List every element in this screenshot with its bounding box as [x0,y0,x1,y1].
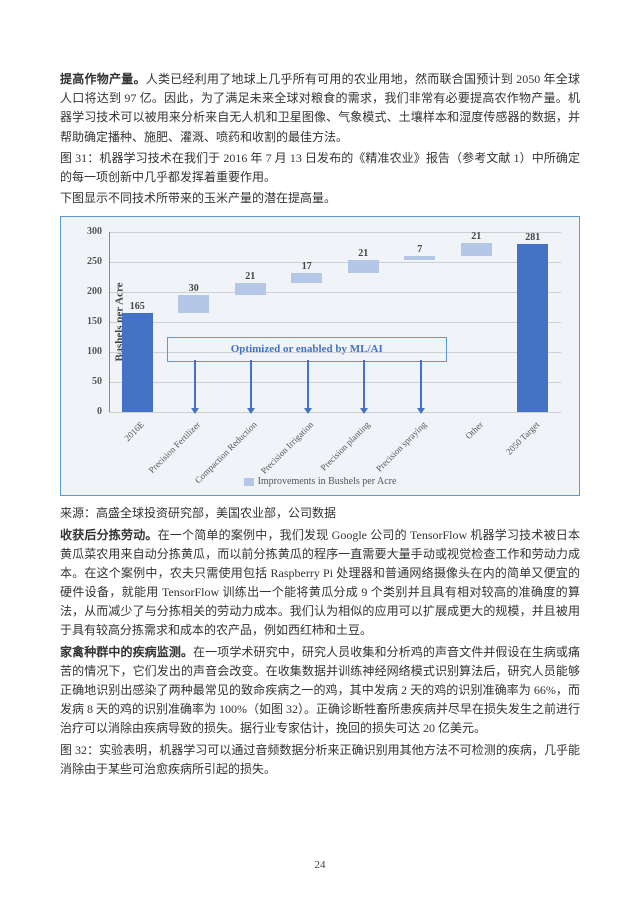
x-tick-label: Precision spraying [373,418,430,475]
y-tick: 300 [87,224,102,240]
bar-value-label: 21 [348,246,379,262]
bar-value-label: 21 [235,269,266,285]
body-2: 在一个简单的案例中，我们发现 Google 公司的 TensorFlow 机器学… [60,528,580,638]
gridline [109,382,561,383]
para-poultry: 家禽种群中的疾病监测。在一项学术研究中，研究人员收集和分析鸡的声音文件并假设在生… [60,643,580,739]
callout-arrow [250,360,252,409]
fig32-caption: 图 32：实验表明，机器学习可以通过音频数据分析来正确识别用其他方法不可检测的疾… [60,741,580,779]
y-tick: 200 [87,284,102,300]
bar: 30 [178,295,209,313]
x-tick-label: 2016E [121,418,148,445]
y-tick: 50 [92,374,102,390]
gridline [109,232,561,233]
callout-arrow [363,360,365,409]
gridline [109,292,561,293]
y-tick: 150 [87,314,102,330]
para-crop-yield: 提高作物产量。人类已经利用了地球上几乎所有可用的农业用地，然而联合国预计到 20… [60,70,580,147]
chart-corn-yield: Bushels per Acre 050100150200250300 1653… [60,216,580,496]
lead-1: 提高作物产量。 [60,72,146,86]
y-tick: 0 [97,404,102,420]
bar: 281 [517,244,548,413]
bar: 7 [404,256,435,260]
bar: 17 [291,273,322,283]
x-tick-label: Precision Fertilizer [145,418,204,477]
callout-arrow [420,360,422,409]
bar: 165 [122,313,153,412]
bar: 21 [348,260,379,273]
bar: 21 [461,243,492,256]
bar-value-label: 165 [122,299,153,315]
chart-plot: Bushels per Acre 050100150200250300 1653… [109,232,561,412]
x-tick-label: Precision Irrigation [257,418,316,477]
bar-value-label: 281 [517,230,548,246]
gridline [109,322,561,323]
chart-source: 来源：高盛全球投资研究部，美国农业部，公司数据 [60,504,580,523]
y-axis: 050100150200250300 [74,232,104,412]
bars-area: 165 30 21 17 21 7 21 281 [109,232,561,412]
bar-value-label: 7 [404,242,435,258]
legend-swatch [244,478,254,486]
fig31-sub: 下图显示不同技术所带来的玉米产量的潜在提高量。 [60,189,580,208]
chart-legend: Improvements in Bushels per Acre [69,474,571,490]
callout-arrow [194,360,196,409]
x-axis-labels: 2016EPrecision FertilizerCompaction Redu… [109,412,561,472]
callout-box: Optimized or enabled by ML/AI [167,337,447,363]
y-tick: 100 [87,344,102,360]
x-tick-label: Other [462,418,487,443]
x-tick-label: Precision planting [317,418,373,474]
lead-3: 家禽种群中的疾病监测。 [60,645,193,659]
bar-value-label: 30 [178,281,209,297]
x-tick-label: 2050 Target [502,418,542,458]
callout-arrow [307,360,309,409]
fig31-caption: 图 31：机器学习技术在我们于 2016 年 7 月 13 日发布的《精准农业》… [60,149,580,187]
bar-value-label: 21 [461,229,492,245]
bar: 21 [235,283,266,296]
bar-value-label: 17 [291,259,322,275]
page-number: 24 [0,857,640,875]
y-tick: 250 [87,254,102,270]
lead-2: 收获后分拣劳动。 [60,528,158,542]
legend-text: Improvements in Bushels per Acre [258,476,397,487]
para-sorting: 收获后分拣劳动。在一个简单的案例中，我们发现 Google 公司的 Tensor… [60,526,580,641]
gridline [109,262,561,263]
